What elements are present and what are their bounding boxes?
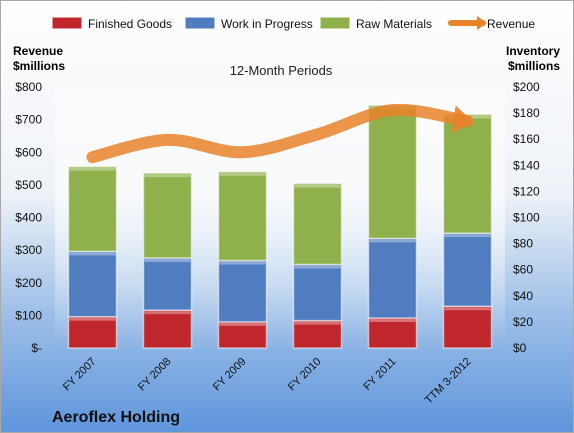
bar-highlight [444,307,491,311]
right-tick-label: $60 [513,263,533,277]
bar-highlight [219,172,266,176]
bar-raw-materials [142,172,193,259]
bar-work-in-progress [292,263,343,322]
legend-swatch [319,16,351,30]
bar-highlight [369,239,416,243]
bar-raw-materials [442,113,493,234]
right-axis-ticks: $0 $20 $40 $60 $80 $100 $120 $140 $160 $180 $200 [513,80,540,355]
bar-highlight [294,184,341,188]
bar-raw-materials [217,171,268,262]
bar-highlight [294,265,341,269]
legend-swatch [184,16,216,30]
left-tick-label: $- [31,341,42,355]
bar-highlight [444,234,491,238]
bar-finished-goods [367,317,418,349]
bar-highlight [144,174,191,178]
left-axis-title-line2: $millions [13,59,65,73]
right-tick-label: $100 [513,211,540,225]
bar-finished-goods [142,309,193,349]
right-tick-label: $80 [513,237,533,251]
legend-label: Finished Goods [88,17,172,31]
left-axis-title-line1: Revenue [13,44,63,58]
bar-highlight [369,318,416,322]
bar-finished-goods [442,305,493,349]
legend-swatch [51,16,83,30]
legend-label: Raw Materials [356,17,432,31]
revenue-arrowhead [451,105,474,134]
left-tick-label: $800 [15,80,42,94]
right-tick-label: $160 [513,132,540,146]
left-tick-label: $200 [15,276,42,290]
bar-highlight [144,311,191,315]
right-tick-label: $20 [513,315,533,329]
right-axis-title-line1: Inventory [506,44,560,58]
left-tick-label: $700 [15,113,42,127]
bar-highlight [219,261,266,265]
bar-finished-goods [292,319,343,349]
right-axis-title-line2: $millions [508,59,560,73]
right-tick-label: $40 [513,289,533,303]
legend: Finished Goods Work in Progress Raw Materi… [51,16,535,31]
bar-finished-goods [217,321,268,349]
bar-raw-materials [67,165,118,253]
bar-work-in-progress [142,257,193,311]
legend-label: Revenue [487,17,535,31]
bar-highlight [69,167,116,171]
right-tick-label: $140 [513,158,540,172]
plot-area [55,87,505,348]
left-axis-ticks: $- $100 $200 $300 $400 $500 $600 $700 $800 [15,80,42,355]
bar-raw-materials [292,182,343,266]
left-tick-label: $100 [15,308,42,322]
right-tick-label: $120 [513,184,540,198]
right-tick-label: $200 [513,80,540,94]
legend-label: Work in Progress [221,17,313,31]
bar-work-in-progress [442,232,493,307]
bar-finished-goods [67,315,118,349]
company-name: Aeroflex Holding [52,409,180,426]
bar-raw-materials [367,104,418,240]
chart-title: 12-Month Periods [230,63,333,78]
bar-highlight [294,321,341,325]
legend-arrow [477,16,487,30]
right-tick-label: $0 [513,341,527,355]
bar-highlight [219,322,266,326]
bar-work-in-progress [367,237,418,319]
bars [67,104,493,349]
left-tick-label: $300 [15,243,42,257]
bar-highlight [69,252,116,256]
bar-highlight [144,258,191,262]
bar-highlight [69,317,116,321]
left-tick-label: $600 [15,145,42,159]
left-tick-label: $500 [15,178,42,192]
right-tick-label: $180 [513,106,540,120]
bar-work-in-progress [217,259,268,323]
bar-work-in-progress [67,250,118,318]
left-tick-label: $400 [15,211,42,225]
revenue-line-group [86,103,474,164]
revenue-line [86,103,474,164]
